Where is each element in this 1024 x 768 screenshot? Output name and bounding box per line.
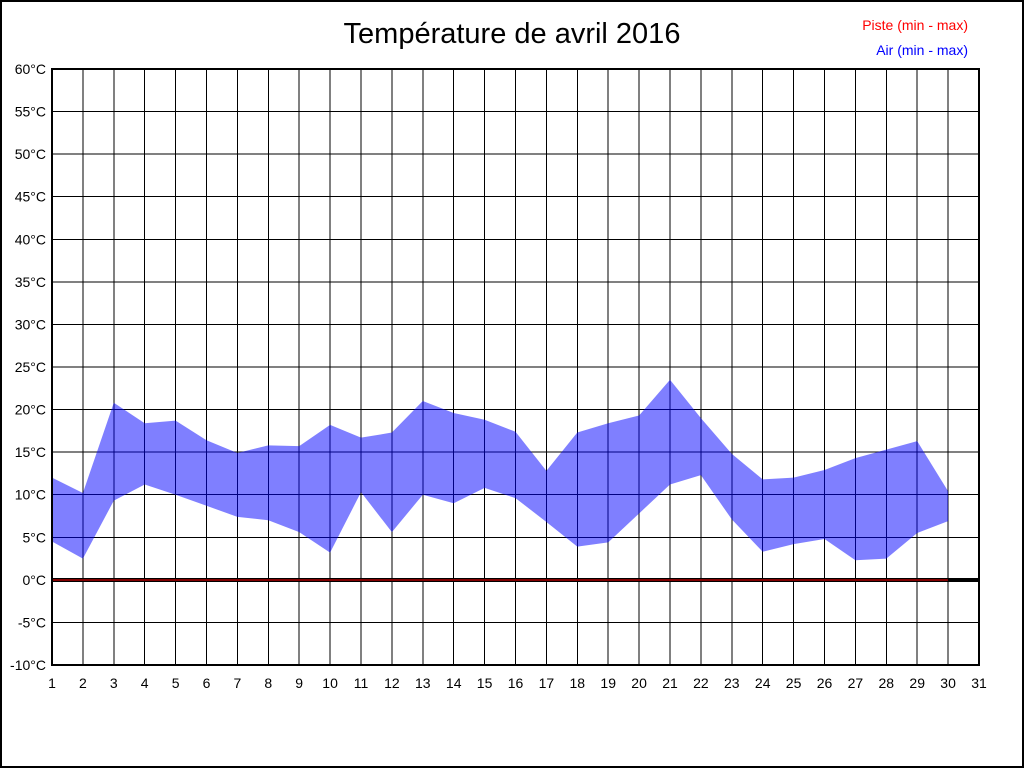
legend-air-label: Air (min - max) [876, 42, 968, 58]
x-tick-label: 31 [971, 675, 987, 691]
legend-piste-label: Piste (min - max) [862, 17, 968, 33]
y-tick-label: 25°C [15, 359, 46, 375]
x-tick-label: 19 [600, 675, 616, 691]
series-band-1 [52, 379, 949, 561]
x-tick-label: 6 [203, 675, 211, 691]
y-tick-label: 35°C [15, 274, 46, 290]
x-tick-label: 8 [264, 675, 272, 691]
y-tick-label: -5°C [18, 614, 46, 630]
x-tick-label: 27 [848, 675, 864, 691]
x-tick-label: 18 [570, 675, 586, 691]
x-tick-label: 7 [234, 675, 242, 691]
chart-title: Température de avril 2016 [343, 18, 681, 50]
x-tick-label: 29 [909, 675, 925, 691]
x-tick-label: 3 [110, 675, 118, 691]
x-tick-label: 15 [477, 675, 493, 691]
x-tick-label: 23 [724, 675, 740, 691]
y-tick-label: 0°C [23, 572, 47, 588]
x-tick-label: 17 [539, 675, 555, 691]
x-tick-label: 9 [295, 675, 303, 691]
x-tick-label: 22 [693, 675, 709, 691]
x-tick-label: 21 [662, 675, 678, 691]
x-tick-label: 5 [172, 675, 180, 691]
y-tick-label: 40°C [15, 231, 46, 247]
x-tick-label: 25 [786, 675, 802, 691]
legend: Piste (min - max) Air (min - max) [862, 13, 968, 63]
y-tick-label: 15°C [15, 444, 46, 460]
x-axis-labels: 1 2 3 4 5 6 7 8 9 10 11 12 13 14 15 16 17 18 19 20 21 22 23 24 2… [48, 675, 987, 691]
x-tick-label: 26 [817, 675, 833, 691]
x-tick-label: 14 [446, 675, 462, 691]
plot-frame [51, 68, 980, 666]
x-tick-label: 4 [141, 675, 149, 691]
x-tick-label: 12 [384, 675, 400, 691]
x-tick-label: 1 [48, 675, 56, 691]
y-tick-label: 45°C [15, 189, 46, 205]
grid [51, 68, 980, 666]
y-tick-label: -10°C [10, 657, 46, 673]
y-tick-label: 5°C [23, 529, 47, 545]
x-tick-label: 30 [940, 675, 956, 691]
x-tick-label: 28 [879, 675, 895, 691]
legend-item-air: Air (min - max) [862, 38, 968, 63]
y-tick-label: 30°C [15, 316, 46, 332]
y-axis-labels: 60°C 55°C 50°C 45°C 40°C 35°C 30°C 25°C 20°C 15°C… [10, 61, 46, 673]
y-tick-label: 20°C [15, 402, 46, 418]
x-tick-label: 16 [508, 675, 524, 691]
y-tick-label: 10°C [15, 487, 46, 503]
x-tick-label: 13 [415, 675, 431, 691]
x-tick-label: 2 [79, 675, 87, 691]
x-tick-label: 24 [755, 675, 771, 691]
y-tick-label: 50°C [15, 146, 46, 162]
x-tick-label: 10 [322, 675, 338, 691]
x-tick-label: 11 [354, 675, 369, 691]
legend-item-piste: Piste (min - max) [862, 13, 968, 38]
y-tick-label: 55°C [15, 104, 46, 120]
x-tick-label: 20 [631, 675, 647, 691]
y-tick-label: 60°C [15, 61, 46, 77]
